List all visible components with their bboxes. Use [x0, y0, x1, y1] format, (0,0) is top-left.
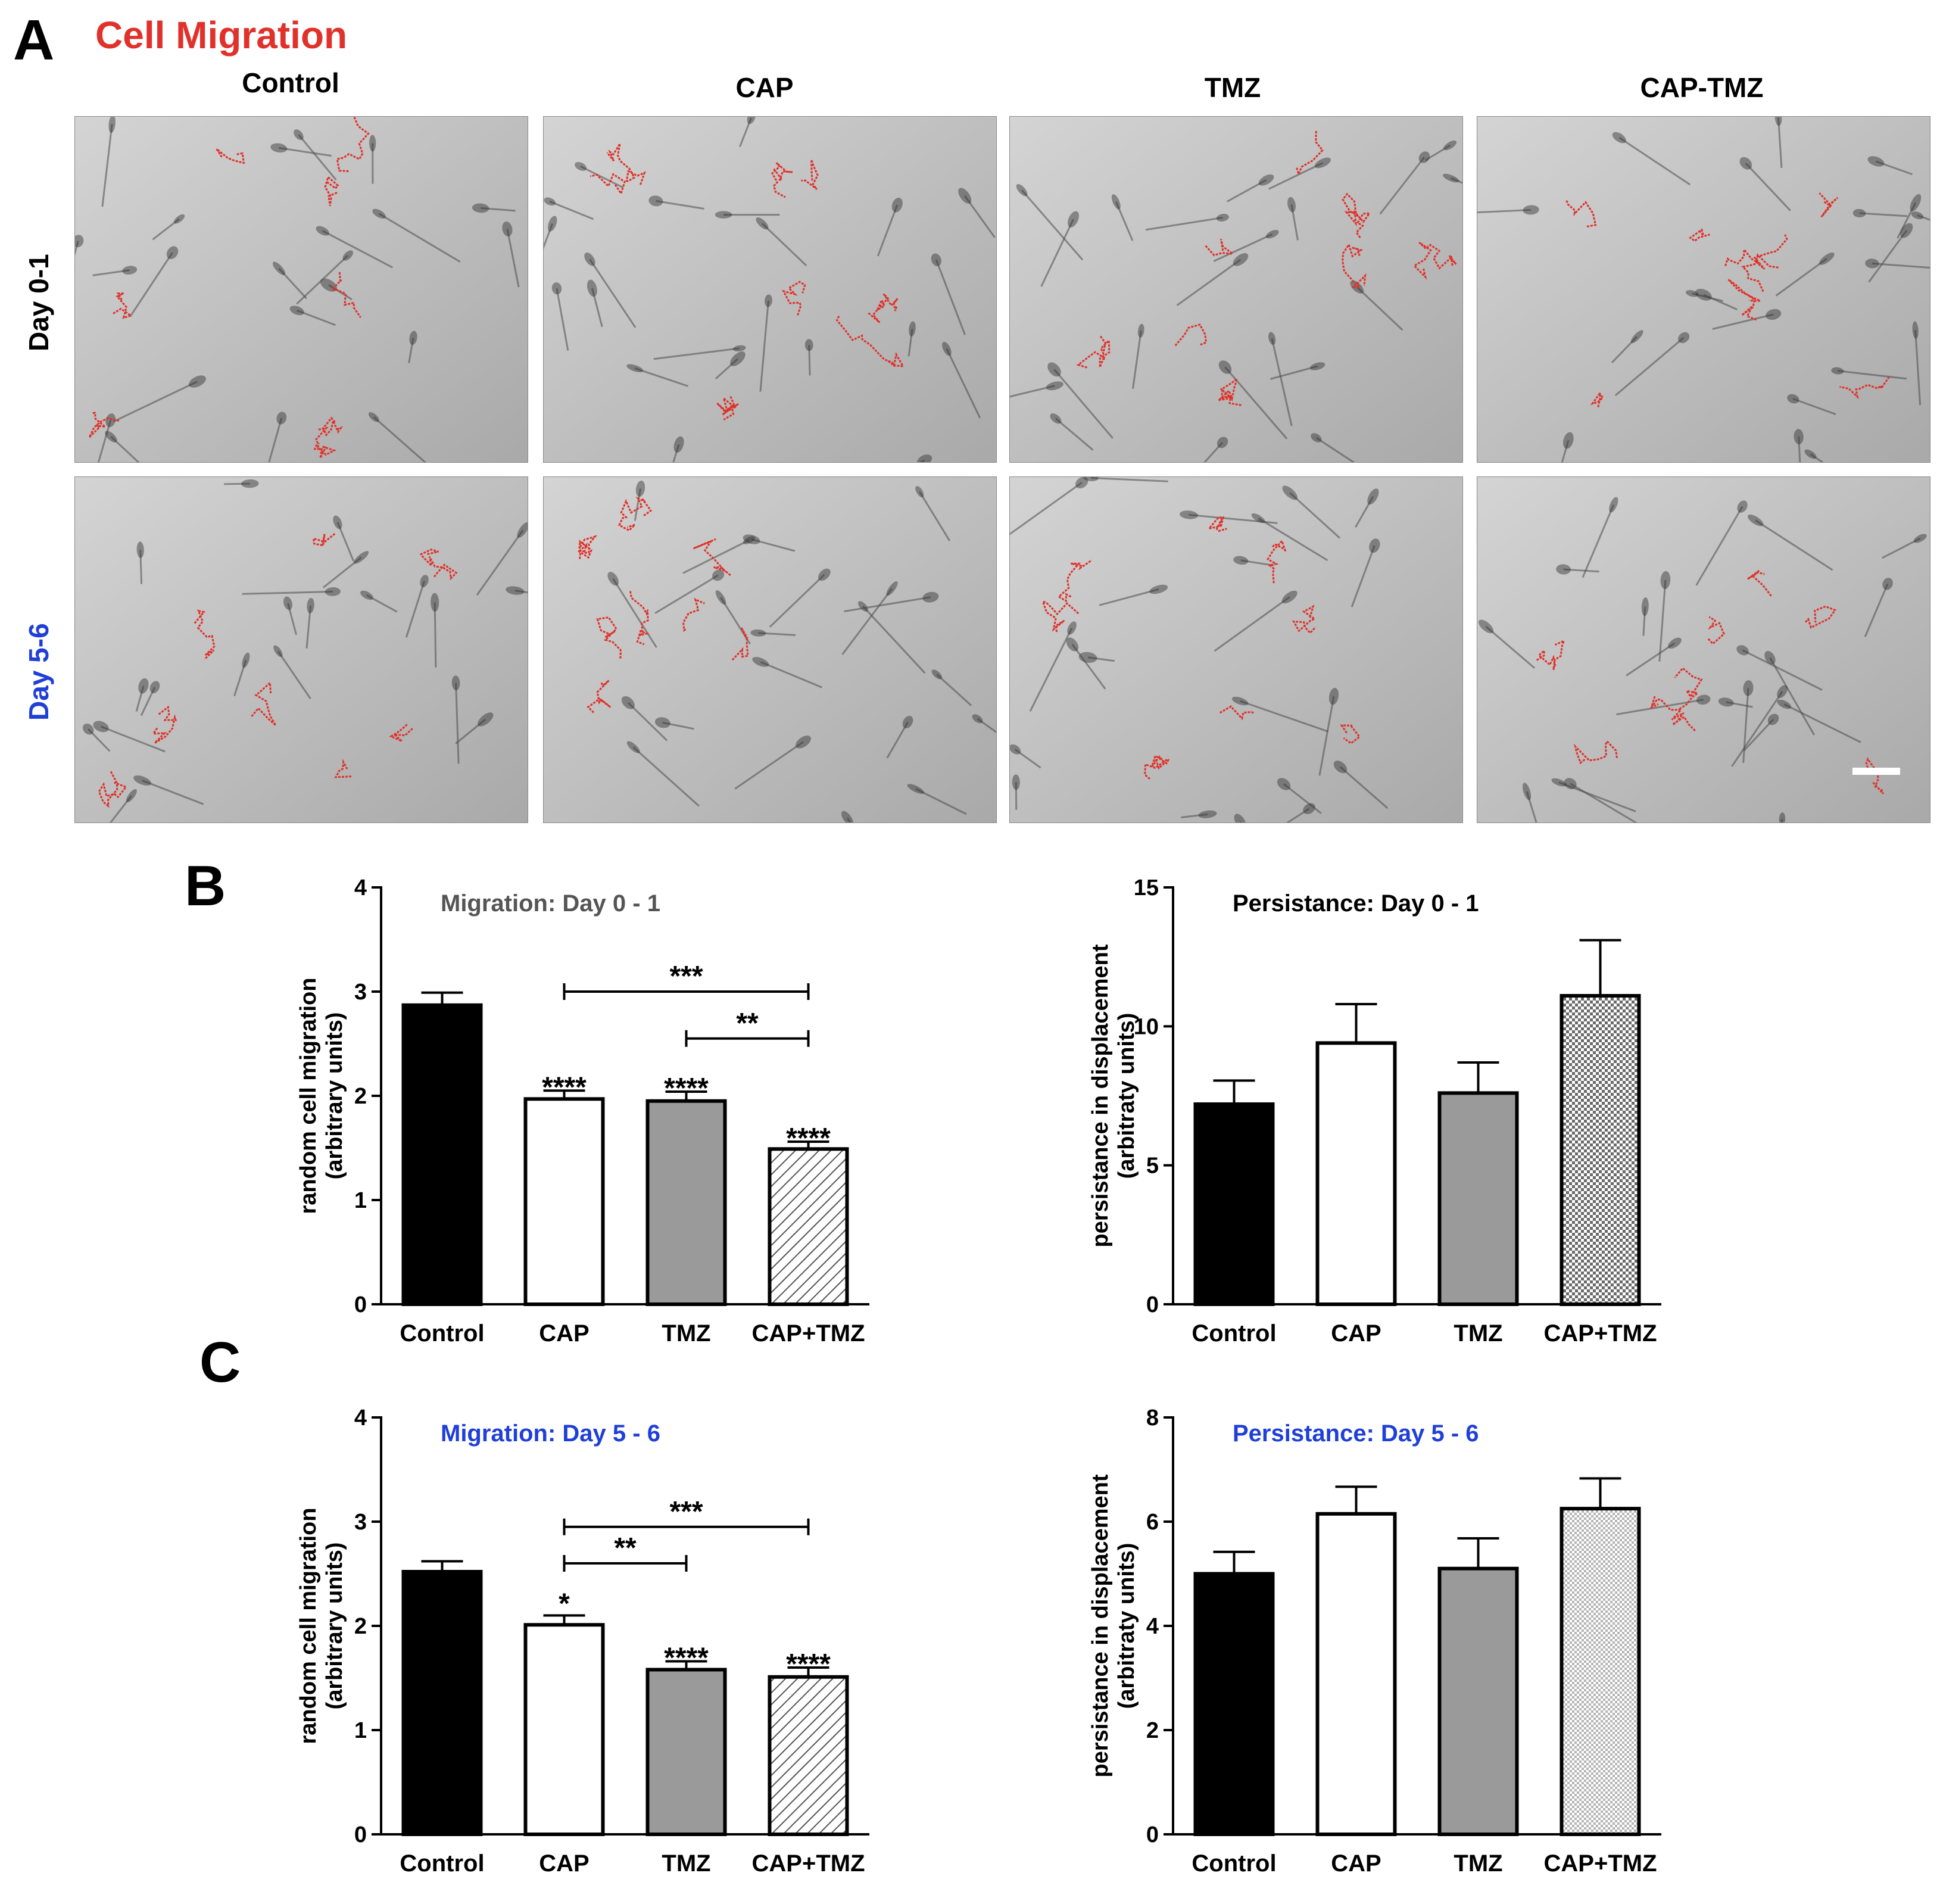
chart-c-migration-svg: 0 1 2 3 4 random cell migration(arbitrary uni… [296, 1406, 869, 1877]
y-tick-label: 0 [354, 1822, 367, 1847]
micrograph-r2-c2 [543, 476, 997, 823]
bar-control [401, 1003, 483, 1306]
bar-control [401, 1570, 483, 1836]
x-tick-label: CAP [539, 1320, 589, 1347]
bar-cap [523, 1097, 605, 1306]
bar-tmz [1437, 1566, 1519, 1836]
x-tick-label: CAP+TMZ [1544, 1320, 1657, 1347]
bar-tmz [1437, 1091, 1519, 1306]
x-tick-label: TMZ [662, 1850, 710, 1877]
y-tick-label: 4 [354, 1406, 367, 1431]
x-tick-label: Control [1192, 1850, 1276, 1877]
column-label-tmz: TMZ [1204, 72, 1261, 103]
significance-marker: * [559, 1588, 570, 1620]
x-tick-label: CAP [539, 1850, 589, 1877]
bar-cap-tmz [1560, 1507, 1641, 1836]
y-axis-label: persistance in displacement(arbitraty un… [1088, 1474, 1139, 1777]
bar-cap-tmz [768, 1675, 849, 1836]
y-tick-label: 3 [354, 1510, 367, 1535]
micrograph-r2-c3 [1009, 476, 1463, 823]
bar-cap-tmz [1560, 994, 1641, 1306]
y-axis-label: persistance in displacement(arbitraty un… [1088, 944, 1139, 1247]
micrograph-r2-c4 [1477, 476, 1930, 823]
x-tick-label: CAP+TMZ [1544, 1850, 1657, 1877]
x-tick-label: TMZ [1454, 1850, 1502, 1877]
micrograph-r1-c3 [1009, 116, 1463, 463]
significance-marker: **** [664, 1073, 709, 1104]
y-axis-label: random cell migration(arbitrary units) [296, 978, 347, 1214]
x-tick-label: Control [1192, 1320, 1276, 1347]
significance-marker: **** [542, 1071, 587, 1103]
micrograph-r1-c1 [74, 116, 528, 463]
y-tick-label: 0 [1146, 1822, 1159, 1847]
x-tick-label: TMZ [1454, 1320, 1502, 1347]
chart-b-migration-svg: 0 1 2 3 4 random cell migration(arbitrary uni… [296, 875, 869, 1347]
chart-c-migration: 0 1 2 3 4 random cell migration(arbitrary uni… [268, 1394, 911, 1903]
x-tick-label: CAP [1331, 1850, 1381, 1877]
chart-title: Migration: Day 5 - 6 [441, 1420, 660, 1447]
y-tick-label: 2 [354, 1084, 367, 1109]
significance-marker: **** [786, 1649, 831, 1680]
y-tick-label: 2 [1146, 1718, 1159, 1743]
significance-marker: **** [786, 1123, 831, 1154]
panel-b-letter: B [185, 854, 226, 918]
chart-c-persistance: 0 2 4 6 8 persistance in displacement(arbitra… [1060, 1394, 1703, 1903]
y-tick-label: 8 [1146, 1406, 1159, 1431]
chart-title: Migration: Day 0 - 1 [441, 890, 660, 917]
bar-cap-tmz [768, 1147, 849, 1306]
bracket-label: ** [736, 1008, 759, 1039]
bracket-label: *** [669, 961, 703, 992]
panel-c-letter: C [199, 1330, 241, 1394]
bar-tmz [645, 1099, 727, 1306]
y-tick-label: 1 [354, 1188, 367, 1213]
micrograph-r1-c4 [1477, 116, 1930, 463]
y-axis-label: random cell migration(arbitrary units) [296, 1508, 347, 1744]
row-label-day-0-1: Day 0-1 [23, 254, 54, 351]
y-tick-label: 5 [1146, 1154, 1159, 1179]
micrograph-r1-c2 [543, 116, 997, 463]
chart-title: Persistance: Day 5 - 6 [1233, 1420, 1479, 1447]
chart-b-persistance: 0 5 10 15 persistance in displacement(arbitr… [1060, 864, 1703, 1373]
y-tick-label: 6 [1146, 1510, 1159, 1535]
row-label-day-5-6: Day 5-6 [23, 623, 54, 721]
x-tick-label: CAP [1331, 1320, 1381, 1347]
panel-a-title: Cell Migration [95, 14, 348, 57]
bracket-label: ** [614, 1532, 637, 1564]
chart-title: Persistance: Day 0 - 1 [1233, 890, 1479, 917]
x-tick-label: CAP+TMZ [752, 1850, 865, 1877]
significance-marker: **** [664, 1643, 709, 1674]
chart-b-persistance-svg: 0 5 10 15 persistance in displacement(arbitr… [1088, 875, 1661, 1347]
y-tick-label: 2 [354, 1614, 367, 1639]
column-label-control: Control [242, 67, 339, 98]
bar-tmz [645, 1668, 727, 1836]
y-tick-label: 4 [354, 875, 367, 900]
x-tick-label: Control [400, 1850, 484, 1877]
bar-cap [1315, 1041, 1397, 1306]
bar-cap [1315, 1512, 1397, 1836]
y-tick-label: 15 [1134, 875, 1159, 900]
chart-b-migration: 0 1 2 3 4 random cell migration(arbitrary uni… [268, 864, 911, 1373]
bar-cap [523, 1623, 605, 1836]
y-tick-label: 0 [354, 1292, 367, 1317]
y-tick-label: 0 [1146, 1292, 1159, 1317]
x-tick-label: TMZ [662, 1320, 710, 1347]
y-tick-label: 3 [354, 980, 367, 1005]
bracket-label: *** [669, 1496, 703, 1528]
column-label-cap: CAP [735, 72, 794, 103]
chart-c-persistance-svg: 0 2 4 6 8 persistance in displacement(arbitra… [1088, 1406, 1661, 1877]
bar-control [1193, 1102, 1275, 1306]
y-tick-label: 10 [1134, 1014, 1159, 1039]
x-tick-label: CAP+TMZ [752, 1320, 865, 1347]
micrograph-r2-c1 [74, 476, 528, 823]
x-tick-label: Control [400, 1320, 484, 1347]
panel-a-letter: A [13, 8, 55, 72]
y-tick-label: 1 [354, 1718, 367, 1743]
column-label-cap-tmz: CAP-TMZ [1640, 72, 1764, 103]
bar-control [1193, 1572, 1275, 1836]
y-tick-label: 4 [1146, 1614, 1159, 1639]
